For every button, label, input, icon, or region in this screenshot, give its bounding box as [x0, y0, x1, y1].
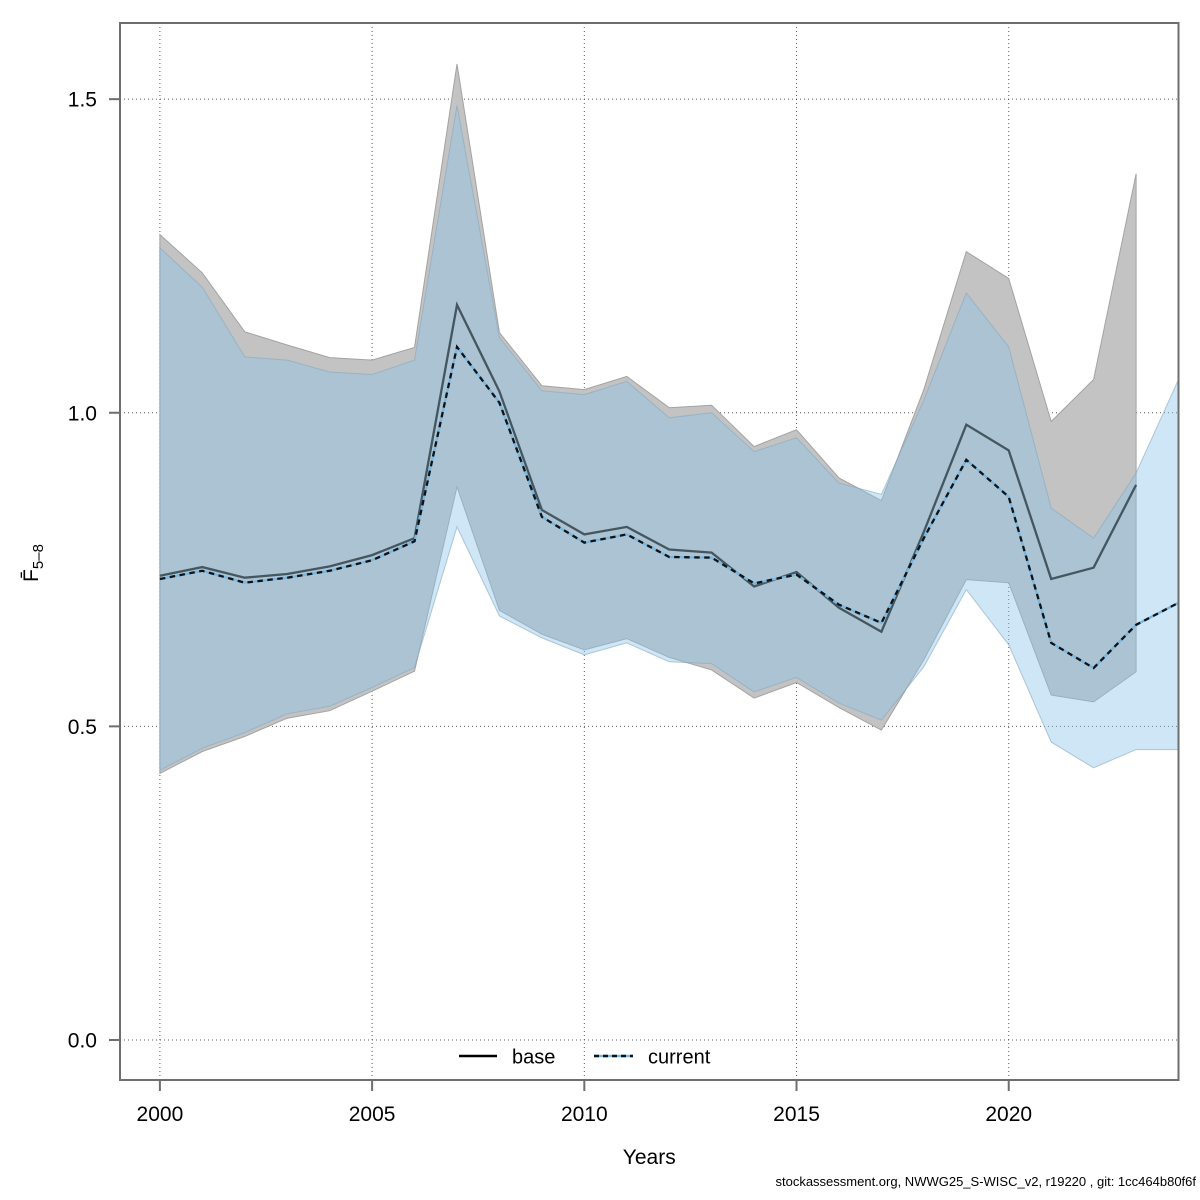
- x-axis-title: Years: [623, 1146, 676, 1169]
- y-axis-title-main: F̄: [20, 569, 43, 582]
- y-tick-label-1.5: 1.5: [68, 89, 97, 112]
- current-median-line: [159, 344, 1180, 670]
- plot-frame: [119, 22, 1180, 1081]
- x-tick-label-2010: 2010: [561, 1103, 608, 1126]
- legend-current-label: current: [648, 1047, 711, 1069]
- x-tick-label-2015: 2015: [773, 1103, 820, 1126]
- base-confidence-band: [159, 63, 1137, 775]
- x-tick-label-2000: 2000: [137, 1103, 184, 1126]
- base-median-line: [159, 301, 1138, 634]
- y-axis-title: F̄5–8: [20, 544, 47, 582]
- x-tick-label-2020: 2020: [985, 1103, 1032, 1126]
- y-tick-label-1.0: 1.0: [68, 402, 97, 425]
- y-axis-title-subscript: 5–8: [30, 544, 47, 569]
- footer-attribution: stockassessment.org, NWWG25_S-WISC_v2, r…: [775, 1174, 1196, 1189]
- legend-base-label: base: [512, 1047, 555, 1069]
- y-tick-label-0.0: 0.0: [68, 1029, 97, 1052]
- y-tick-label-0.5: 0.5: [68, 716, 97, 739]
- x-tick-label-2005: 2005: [349, 1103, 396, 1126]
